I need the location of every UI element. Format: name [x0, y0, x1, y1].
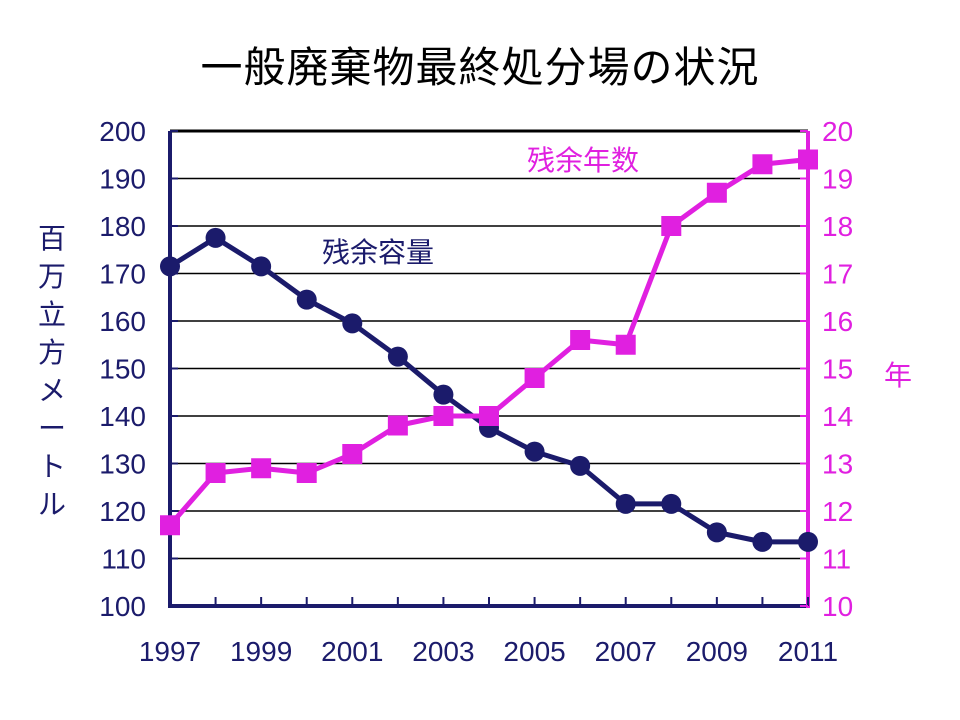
data-point-years	[342, 444, 363, 464]
data-point-capacity	[706, 522, 727, 543]
data-point-capacity	[296, 289, 317, 310]
y-left-tick-label: 190	[99, 164, 146, 195]
y-right-tick-label: 13	[822, 449, 853, 480]
data-point-capacity	[798, 531, 818, 552]
data-point-capacity	[433, 384, 454, 405]
data-point-capacity	[752, 531, 773, 552]
data-point-years	[479, 406, 499, 426]
y-right-tick-label: 19	[822, 164, 853, 195]
y-right-tick-label: 15	[822, 354, 853, 385]
y-left-tick-label: 130	[99, 449, 146, 480]
data-point-capacity	[160, 256, 180, 277]
data-point-capacity	[661, 493, 682, 514]
y-left-tick-label: 200	[99, 116, 146, 147]
y-left-tick-label: 180	[99, 211, 146, 242]
data-point-capacity	[205, 227, 226, 248]
y-right-tick-label: 17	[822, 259, 853, 290]
data-point-capacity	[524, 441, 545, 462]
x-tick-label: 2001	[321, 636, 383, 667]
data-point-years	[706, 182, 727, 203]
y-left-tick-label: 140	[99, 401, 146, 432]
x-tick-label: 2009	[686, 636, 748, 667]
data-point-years	[524, 368, 545, 388]
data-point-years	[615, 334, 636, 355]
y-left-tick-label: 160	[99, 306, 146, 337]
y-right-axis-title: 年	[884, 359, 912, 392]
y-left-axis-title: 百万立方メートル	[38, 222, 66, 521]
data-point-capacity	[251, 256, 272, 277]
data-point-years	[387, 415, 408, 436]
x-tick-label: 1997	[139, 636, 201, 667]
y-right-tick-label: 18	[822, 211, 853, 242]
y-left-tick-label: 120	[99, 496, 146, 527]
y-right-tick-label: 12	[822, 496, 853, 527]
series-line-capacity	[168, 235, 808, 545]
data-point-years	[251, 458, 272, 479]
data-point-years	[205, 463, 226, 483]
y-left-tick-label: 170	[99, 259, 146, 290]
data-point-years	[296, 463, 317, 483]
y-left-tick-label: 100	[99, 591, 146, 622]
x-tick-label: 2011	[778, 636, 838, 667]
y-right-tick-label: 14	[822, 401, 853, 432]
x-tick-label: 2005	[503, 636, 565, 667]
x-tick-label: 2007	[595, 636, 657, 667]
series-label-years: 残余年数	[527, 144, 639, 177]
y-right-tick-label: 16	[822, 306, 853, 337]
data-point-capacity	[342, 313, 363, 334]
data-point-years	[160, 515, 180, 536]
data-point-years	[752, 154, 773, 175]
chart-title: 一般廃棄物最終処分場の状況	[200, 43, 760, 92]
y-right-tick-label: 10	[822, 591, 853, 622]
data-point-years	[570, 330, 591, 350]
data-point-years	[661, 216, 682, 236]
y-left-tick-label: 150	[99, 354, 146, 385]
data-point-capacity	[570, 455, 591, 476]
data-point-years	[433, 406, 454, 426]
y-right-tick-label: 20	[822, 116, 853, 147]
x-tick-label: 1999	[230, 636, 292, 667]
data-point-capacity	[615, 493, 636, 514]
y-right-tick-label: 11	[822, 544, 851, 575]
data-point-capacity	[387, 346, 408, 367]
y-left-tick-label: 110	[101, 544, 146, 575]
x-tick-label: 2003	[412, 636, 474, 667]
data-point-years	[798, 149, 818, 170]
series-label-capacity: 残余容量	[322, 236, 434, 269]
